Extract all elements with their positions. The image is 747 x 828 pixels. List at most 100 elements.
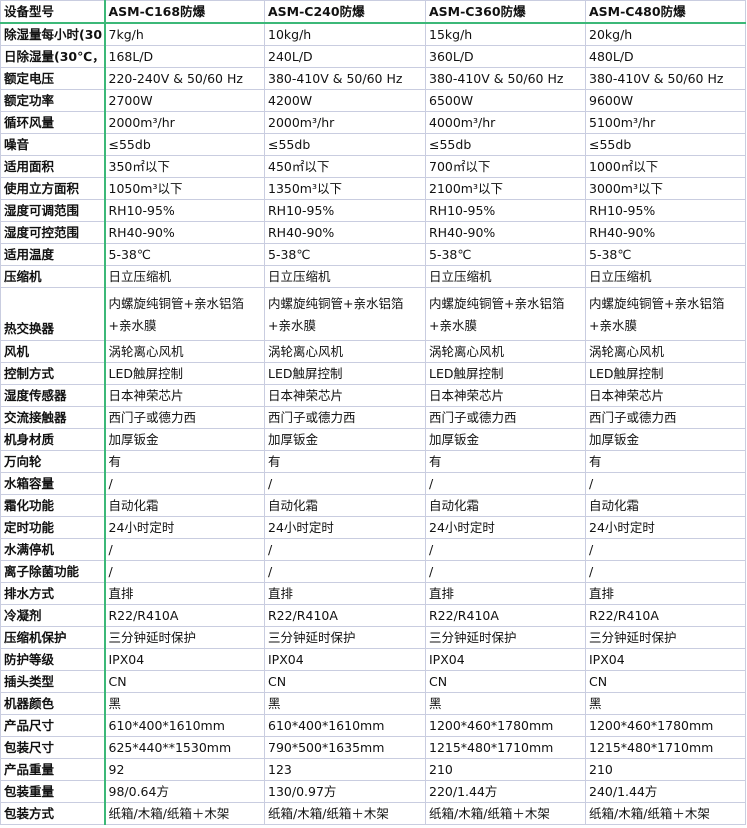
- spec-value: 9600W: [585, 89, 746, 112]
- table-row: 压缩机保护 三分钟延时保护 三分钟延时保护 三分钟延时保护 三分钟延时保护: [0, 626, 746, 649]
- table-row: 防护等级 IPX04 IPX04 IPX04 IPX04: [0, 648, 746, 671]
- spec-value: 自动化霜: [425, 494, 586, 517]
- row-label: 包装方式: [0, 802, 106, 825]
- spec-value: 内螺旋纯铜管+亲水铝箔+亲水膜: [104, 287, 265, 341]
- spec-value: 日本神荣芯片: [104, 384, 265, 407]
- spec-value: /: [425, 538, 586, 561]
- spec-value: 日本神荣芯片: [264, 384, 426, 407]
- spec-value: 5-38℃: [425, 243, 586, 266]
- spec-value: 380-410V & 50/60 Hz: [585, 67, 746, 90]
- spec-value: 4200W: [264, 89, 426, 112]
- spec-value: 2100m³以下: [425, 177, 586, 200]
- row-label: 交流接触器: [0, 406, 106, 429]
- row-label: 万向轮: [0, 450, 106, 473]
- spec-value: R22/R410A: [264, 604, 426, 627]
- spec-value: 1215*480*1710mm: [425, 736, 586, 759]
- spec-value: R22/R410A: [425, 604, 586, 627]
- spec-value: LED触屏控制: [425, 362, 586, 385]
- spec-value: 纸箱/木箱/纸箱＋木架: [104, 802, 265, 825]
- row-label: 离子除菌功能: [0, 560, 106, 583]
- row-label: 包装重量: [0, 780, 106, 803]
- spec-value: 5-38℃: [585, 243, 746, 266]
- spec-value: ≤55db: [104, 133, 265, 156]
- row-label: 霜化功能: [0, 494, 106, 517]
- spec-value: 黑: [104, 692, 265, 715]
- table-row: 包装重量 98/0.64方 130/0.97方 220/1.44方 240/1.44方: [0, 780, 746, 803]
- spec-value: RH40-90%: [104, 221, 265, 244]
- spec-value: 360L/D: [425, 45, 586, 68]
- spec-value: 西门子或德力西: [264, 406, 426, 429]
- spec-value: 日本神荣芯片: [585, 384, 746, 407]
- spec-value: 1200*460*1780mm: [585, 714, 746, 737]
- row-label: 热交换器: [0, 287, 106, 341]
- header-cell-model: ASM-C168防爆: [104, 0, 265, 24]
- spec-value: 纸箱/木箱/纸箱＋木架: [425, 802, 586, 825]
- spec-value: 三分钟延时保护: [585, 626, 746, 649]
- spec-value: 700㎡以下: [425, 155, 586, 178]
- spec-value: 92: [104, 758, 265, 781]
- table-row: 热交换器 内螺旋纯铜管+亲水铝箔+亲水膜 内螺旋纯铜管+亲水铝箔+亲水膜 内螺旋纯铜管…: [0, 287, 746, 341]
- spec-value: /: [585, 538, 746, 561]
- spec-value: RH10-95%: [104, 199, 265, 222]
- spec-value: CN: [585, 670, 746, 693]
- spec-value: RH40-90%: [585, 221, 746, 244]
- spec-value: RH10-95%: [425, 199, 586, 222]
- row-label: 压缩机: [0, 265, 106, 288]
- spec-value: 有: [264, 450, 426, 473]
- spec-value: RH10-95%: [585, 199, 746, 222]
- spec-value: 24小时定时: [104, 516, 265, 539]
- table-row: 机器颜色黑黑黑黑: [0, 692, 746, 715]
- spec-value: 直排: [104, 582, 265, 605]
- row-label: 除湿量每小时(30: [0, 22, 106, 46]
- spec-value: 日立压缩机: [104, 265, 265, 288]
- spec-value: 24小时定时: [585, 516, 746, 539]
- spec-value: 黑: [425, 692, 586, 715]
- spec-value: 加厚钣金: [425, 428, 586, 451]
- table-row: 适用面积 350㎡以下 450㎡以下 700㎡以下 1000㎡以下: [0, 155, 746, 178]
- spec-value: /: [425, 472, 586, 495]
- row-label: 日除湿量(30℃，: [0, 45, 106, 68]
- table-row: 水箱容量 / / / /: [0, 472, 746, 495]
- table-row: 噪音 ≤55db ≤55db ≤55db ≤55db: [0, 133, 746, 156]
- spec-value: 三分钟延时保护: [104, 626, 265, 649]
- row-label: 额定电压: [0, 67, 106, 90]
- spec-value: 加厚钣金: [264, 428, 426, 451]
- table-row: 冷凝剂 R22/R410A R22/R410A R22/R410A R22/R410A: [0, 604, 746, 627]
- row-label: 使用立方面积: [0, 177, 106, 200]
- spec-value: 纸箱/木箱/纸箱＋木架: [585, 802, 746, 825]
- spec-value: 210: [585, 758, 746, 781]
- spec-value: 自动化霜: [585, 494, 746, 517]
- spec-value: 直排: [585, 582, 746, 605]
- spec-value: 610*400*1610mm: [104, 714, 265, 737]
- row-label: 水箱容量: [0, 472, 106, 495]
- spec-value: IPX04: [585, 648, 746, 671]
- spec-value: 涡轮离心风机: [425, 340, 586, 363]
- table-row: 额定功率 2700W 4200W 6500W 9600W: [0, 89, 746, 112]
- spec-value: 210: [425, 758, 586, 781]
- spec-value: /: [264, 538, 426, 561]
- spec-value: 1350m³以下: [264, 177, 426, 200]
- spec-value: 450㎡以下: [264, 155, 426, 178]
- table-row: 压缩机 日立压缩机 日立压缩机 日立压缩机 日立压缩机: [0, 265, 746, 288]
- table-row: 除湿量每小时(30 7kg/h 10kg/h 15kg/h 20kg/h: [0, 22, 746, 46]
- row-label: 插头类型: [0, 670, 106, 693]
- row-label: 噪音: [0, 133, 106, 156]
- row-label: 额定功率: [0, 89, 106, 112]
- spec-value: RH10-95%: [264, 199, 426, 222]
- row-label: 产品重量: [0, 758, 106, 781]
- spec-value: 625*440**1530mm: [104, 736, 265, 759]
- spec-value: 240/1.44方: [585, 780, 746, 803]
- spec-value: 黑: [264, 692, 426, 715]
- spec-value: /: [104, 472, 265, 495]
- row-label: 控制方式: [0, 362, 106, 385]
- spec-value: R22/R410A: [104, 604, 265, 627]
- header-cell-label: 设备型号: [0, 0, 106, 24]
- spec-value: 2000m³/hr: [104, 111, 265, 134]
- spec-value: 有: [585, 450, 746, 473]
- spec-value: 涡轮离心风机: [104, 340, 265, 363]
- row-label: 风机: [0, 340, 106, 363]
- spec-value: 6500W: [425, 89, 586, 112]
- row-label: 循环风量: [0, 111, 106, 134]
- spec-value: 4000m³/hr: [425, 111, 586, 134]
- spec-value: 纸箱/木箱/纸箱＋木架: [264, 802, 426, 825]
